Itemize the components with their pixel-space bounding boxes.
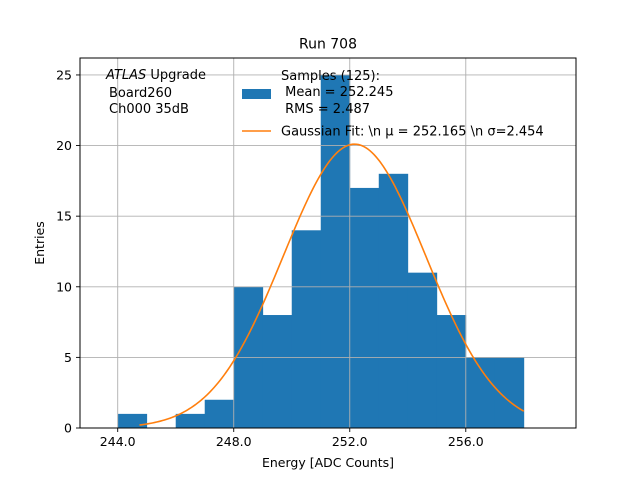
legend: Samples (125): Mean = 252.245 RMS = 2.48…: [242, 69, 544, 140]
y-tick-label: 5: [64, 350, 72, 365]
atlas-annotation: ATLAS Upgrade Board260 Ch000 35dB: [105, 68, 206, 117]
x-axis-ticks: 244.0 248.0 252.0 256.0: [100, 428, 484, 449]
histogram-bar: [175, 413, 206, 428]
x-tick-label: 244.0: [100, 434, 136, 449]
histogram-bar: [320, 74, 351, 428]
annotation-board: Board260: [109, 86, 172, 101]
upgrade-label: Upgrade: [146, 68, 206, 83]
histogram-bar: [262, 315, 293, 428]
y-tick-label: 10: [56, 279, 72, 294]
x-tick-label: 256.0: [448, 434, 484, 449]
x-tick-label: 248.0: [216, 434, 252, 449]
atlas-label: ATLAS: [105, 68, 146, 83]
histogram-bar: [378, 173, 409, 428]
legend-hist-title: Samples (125):: [281, 69, 380, 84]
y-tick-label: 20: [56, 138, 72, 153]
y-tick-label: 25: [56, 67, 72, 82]
histogram-bar: [436, 315, 467, 428]
legend-fit-label: Gaussian Fit: \n μ = 252.165 \n σ=2.454: [281, 125, 544, 140]
x-tick-label: 252.0: [332, 434, 368, 449]
histogram-bar: [204, 399, 235, 428]
y-tick-label: 15: [56, 209, 72, 224]
histogram-bar: [349, 187, 380, 428]
y-axis-ticks: 0 5 10 15 20 25: [56, 67, 80, 436]
y-tick-label: 0: [64, 421, 72, 436]
histogram-bar: [117, 413, 148, 428]
legend-hist-mean: Mean = 252.245: [281, 85, 393, 100]
histogram-bar: [291, 230, 322, 428]
y-axis-label: Entries: [32, 221, 47, 265]
legend-hist-swatch: [242, 89, 271, 99]
annotation-line-1: ATLAS Upgrade: [105, 68, 206, 83]
x-axis-label: Energy [ADC Counts]: [262, 455, 394, 470]
histogram-bar: [407, 272, 438, 428]
gaussian-fit-curve: [139, 143, 525, 426]
annotation-channel: Ch000 35dB: [109, 102, 189, 117]
legend-hist-rms: RMS = 2.487: [281, 102, 370, 117]
plot-frame: [79, 57, 577, 429]
grid: [80, 58, 576, 429]
chart-title: Run 708: [299, 37, 357, 53]
